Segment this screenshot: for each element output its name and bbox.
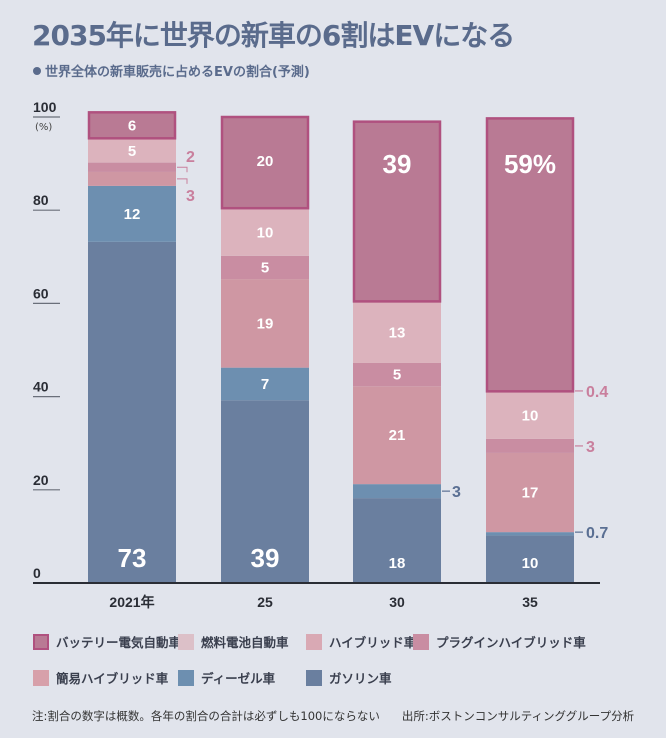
legend-label: ディーゼル車	[201, 671, 276, 686]
bar-segment	[353, 386, 441, 485]
bar-segment	[221, 367, 309, 401]
bar-segment	[486, 532, 574, 536]
outside-value-label: 3	[186, 188, 195, 205]
bullet-icon	[33, 67, 41, 75]
x-tick-label: 2021年	[109, 594, 154, 610]
leader-line	[177, 178, 188, 184]
bar-value-label: 10	[257, 225, 274, 242]
outside-value-label: 3	[586, 439, 595, 456]
bar-segment	[88, 241, 176, 582]
bar-segment	[353, 498, 441, 582]
y-tick-label: 60	[33, 285, 49, 301]
x-tick-label: 30	[389, 594, 405, 610]
bar-value-label: 18	[389, 555, 406, 572]
bar-value-label: 12	[124, 206, 141, 223]
x-tick-label: 25	[257, 594, 273, 610]
legend-item: ハイブリッド車	[306, 632, 416, 651]
bar-value-label: 10	[522, 408, 539, 425]
legend-swatch	[306, 669, 322, 686]
bar-segment	[486, 535, 574, 582]
y-tick-label: 80	[33, 192, 49, 208]
legend-swatch	[413, 633, 429, 650]
bar-value-label: 73	[118, 543, 147, 573]
bar-segment	[221, 279, 309, 368]
bar-value-label: 10	[522, 555, 539, 572]
subtitle-text: 世界全体の新車販売に占めるEVの割合(予測)	[45, 65, 310, 80]
legend-label: ガソリン車	[329, 671, 392, 686]
bar-segment	[221, 400, 309, 582]
bar-value-label: 13	[389, 325, 406, 342]
bar-segment	[486, 392, 574, 439]
bar-segment	[88, 162, 176, 172]
y-tick-label: 20	[33, 472, 49, 488]
bar-segment	[220, 115, 310, 210]
y-tick-label: 40	[33, 379, 49, 395]
outside-value-label: 0.4	[586, 384, 608, 401]
legend-swatch	[178, 633, 194, 650]
footnote-note: 注:割合の数字は概数。各年の割合の合計は必ずしも100にならない	[32, 709, 380, 723]
bar-segment	[486, 438, 574, 453]
x-tick-label: 35	[522, 594, 538, 610]
legend-label: バッテリー電気自動車	[56, 635, 182, 650]
y-tick-label: 100	[33, 99, 57, 115]
legend-swatch	[306, 633, 322, 650]
bar-segment	[88, 139, 176, 163]
bar-segment	[221, 209, 309, 256]
bar-segment	[88, 185, 176, 242]
bar-value-label: 39	[251, 543, 280, 573]
chart-subtitle: 世界全体の新車販売に占めるEVの割合(予測)	[33, 61, 310, 80]
legend-item: バッテリー電気自動車	[33, 632, 181, 651]
legend-label: 燃料電池自動車	[201, 635, 289, 650]
bar-value-label: 5	[261, 259, 269, 276]
bar-segment	[485, 117, 575, 393]
bar-value-label: 7	[261, 376, 269, 393]
bar-value-label: 59%	[504, 149, 556, 179]
bar-segment	[88, 171, 176, 186]
y-unit-label: (%)	[35, 122, 52, 133]
bar-value-label: 6	[128, 117, 136, 134]
bar-value-label: 19	[257, 315, 274, 332]
legend-item: 簡易ハイブリッド車	[33, 668, 168, 687]
legend-item: ガソリン車	[306, 668, 392, 687]
bar-value-label: 39	[383, 149, 412, 179]
stacked-bar-chart: 0 20 40 60 80 100 (%) 73 12 5 6 39 7 19 5 10 20 18 21 5 13 39…	[33, 99, 608, 610]
bar-value-label: 5	[128, 143, 136, 160]
outside-value-label: 0.7	[586, 525, 608, 542]
bar-value-label: 17	[522, 485, 539, 502]
outside-value-label: 3	[452, 484, 461, 501]
footnote-source: 出所:ボストンコンサルティンググループ分析	[401, 709, 635, 723]
leader-line	[177, 166, 188, 173]
bar-value-label: 20	[257, 153, 274, 170]
bar-value-label: 5	[393, 367, 401, 384]
legend-swatch	[33, 633, 49, 650]
bar-segment	[353, 362, 441, 387]
legend-item: 燃料電池自動車	[178, 632, 289, 651]
legend-label: 簡易ハイブリッド車	[56, 671, 169, 686]
bar-segment	[87, 111, 177, 140]
legend-label: プラグインハイブリッド車	[436, 635, 586, 650]
legend-item: プラグインハイブリッド車	[413, 632, 586, 651]
footnote: 注:割合の数字は概数。各年の割合の合計は必ずしも100にならない 出所:ボストンコ…	[32, 708, 634, 724]
legend-swatch	[178, 669, 194, 686]
bar-value-label: 21	[389, 427, 406, 444]
y-tick-label: 0	[33, 565, 41, 581]
chart-title: 2035年に世界の新車の6割はEVになる	[32, 19, 515, 52]
legend-label: ハイブリッド車	[329, 635, 417, 650]
bar-segment	[221, 255, 309, 280]
legend-swatch	[33, 669, 49, 686]
bar-segment	[353, 484, 441, 499]
bar-segment	[486, 452, 574, 533]
bar-segment	[353, 302, 441, 363]
legend-item: ディーゼル車	[178, 668, 275, 687]
outside-value-label: 2	[186, 149, 195, 166]
bar-segment	[352, 120, 442, 303]
